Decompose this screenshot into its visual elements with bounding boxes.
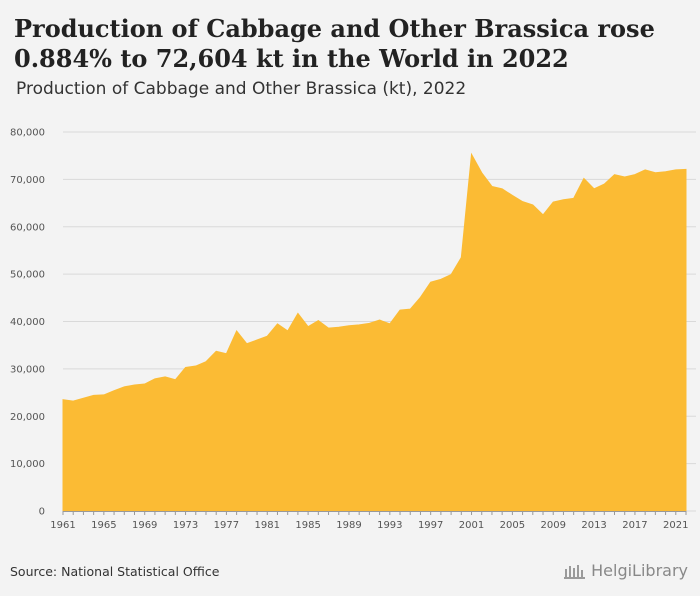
x-tick-label: 1997: [418, 520, 443, 530]
y-tick-label: 30,000: [10, 364, 45, 375]
y-tick-label: 0: [39, 507, 45, 518]
chart-subtitle: Production of Cabbage and Other Brassica…: [16, 79, 467, 99]
x-tick-label: 2017: [622, 520, 647, 530]
y-tick-label: 40,000: [10, 317, 45, 328]
x-tick-label: 2005: [500, 520, 525, 530]
x-tick-label: 1989: [336, 520, 361, 530]
series-area: [62, 152, 687, 512]
x-tick-label: 1973: [173, 520, 198, 530]
x-tick-label: 2021: [663, 520, 688, 530]
x-tick-label: 1961: [50, 520, 75, 530]
x-tick-label: 2013: [581, 520, 606, 530]
brand-logo: HelgiLibrary: [564, 561, 688, 580]
x-tick-label: 1969: [132, 520, 157, 530]
y-tick-label: 60,000: [10, 222, 45, 233]
brand-name: HelgiLibrary: [591, 561, 688, 580]
page-title: Production of Cabbage and Other Brassica…: [14, 14, 655, 73]
x-tick-label: 1977: [214, 520, 239, 530]
y-tick-label: 70,000: [10, 175, 45, 186]
x-tick-label: 1985: [295, 520, 320, 530]
x-tick-label: 1965: [91, 520, 116, 530]
library-icon: [564, 564, 586, 579]
x-tick-label: 1981: [255, 520, 280, 530]
y-tick-label: 80,000: [10, 128, 45, 139]
y-tick-label: 50,000: [10, 270, 45, 281]
y-tick-label: 20,000: [10, 412, 45, 423]
x-tick-label: 2009: [541, 520, 566, 530]
area-chart: 0 10,000 20,000 30,000 40,000 50,000 60,000 70,…: [10, 128, 696, 530]
y-tick-label: 10,000: [10, 459, 45, 470]
x-tick-label: 1993: [377, 520, 402, 530]
x-tick-label: 2001: [459, 520, 484, 530]
source-note: Source: National Statistical Office: [10, 564, 220, 579]
